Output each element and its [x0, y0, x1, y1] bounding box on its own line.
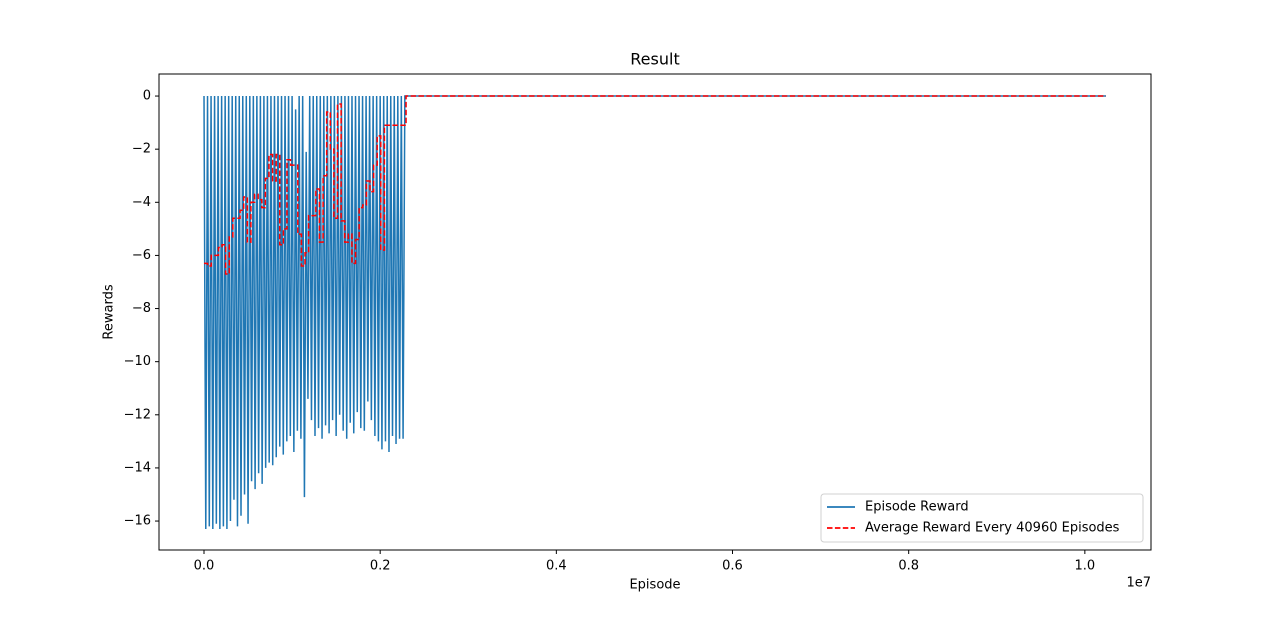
x-tick-label: 0.0	[194, 559, 215, 574]
chart-title: Result	[630, 50, 679, 69]
y-tick-label: −4	[132, 195, 151, 210]
y-tick-label: −16	[124, 514, 151, 529]
legend-box	[820, 493, 1144, 543]
series-line	[204, 95, 1106, 275]
y-tick-label: −12	[124, 407, 151, 422]
x-tick-label: 0.2	[370, 559, 391, 574]
legend-label: Average Reward Every 40960 Episodes	[865, 521, 1120, 536]
series-line	[203, 95, 1106, 530]
y-axis-label: Rewards	[102, 284, 117, 339]
y-tick-label: −2	[132, 142, 151, 157]
plot-frame	[158, 73, 1152, 551]
y-tick-label: −10	[124, 354, 151, 369]
legend-label: Episode Reward	[865, 500, 969, 515]
x-offset-label: 1e7	[1126, 576, 1151, 591]
x-tick-label: 0.8	[898, 559, 919, 574]
y-tick-label: −8	[132, 301, 151, 316]
x-tick-label: 1.0	[1075, 559, 1096, 574]
x-axis-label: Episode	[629, 578, 680, 593]
y-tick-label: 0	[143, 89, 151, 104]
x-tick-label: 0.6	[722, 559, 743, 574]
y-tick-label: −6	[132, 248, 151, 263]
x-tick-label: 0.4	[546, 559, 567, 574]
y-tick-label: −14	[124, 460, 151, 475]
